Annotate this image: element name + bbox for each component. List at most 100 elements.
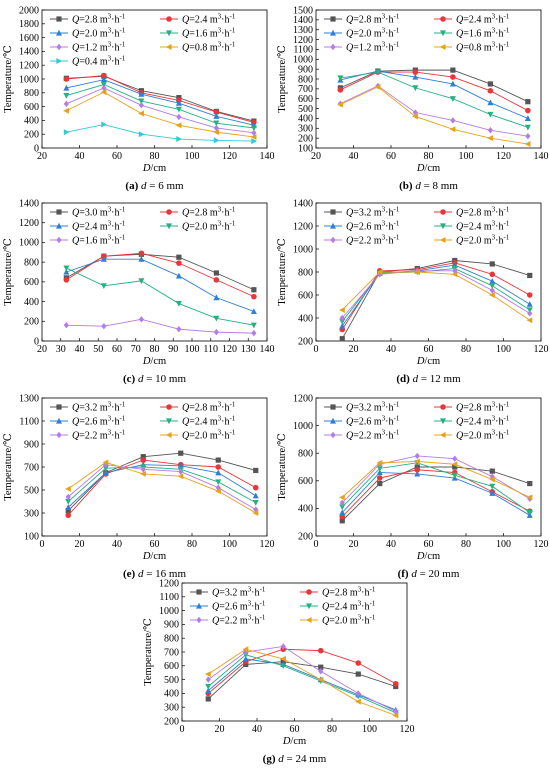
data-point	[250, 308, 257, 315]
data-point	[175, 272, 182, 279]
data-point	[317, 676, 324, 683]
data-point	[101, 84, 107, 92]
x-tick-label: 100	[185, 151, 200, 162]
data-point	[215, 464, 222, 470]
series-line	[66, 124, 254, 142]
x-tick-label: 20	[311, 151, 321, 162]
y-axis-label: Temperature/℃	[277, 45, 288, 113]
data-point	[213, 113, 220, 119]
legend-marker	[439, 237, 446, 243]
data-point	[213, 294, 220, 301]
data-point	[63, 92, 70, 99]
x-tick-label: 120	[222, 151, 237, 162]
data-point	[65, 504, 72, 510]
y-tick-label: 500	[298, 104, 313, 115]
y-tick-label: 600	[24, 277, 39, 288]
y-tick-label: 200	[298, 531, 313, 542]
data-point	[339, 499, 345, 507]
legend-marker	[166, 418, 172, 425]
x-tick-label: 80	[150, 151, 160, 162]
y-tick-label: 1000	[293, 421, 313, 432]
series-line	[340, 86, 528, 145]
legend-marker	[56, 236, 62, 244]
x-tick-label: 120	[496, 151, 511, 162]
x-tick-label: 20	[349, 344, 359, 355]
x-tick-label: 40	[349, 151, 359, 162]
data-point	[280, 655, 286, 662]
x-tick-label: 120	[260, 539, 275, 550]
data-point	[412, 73, 419, 80]
data-point	[140, 454, 146, 460]
x-tick-label: 80	[150, 344, 160, 355]
x-axis-label: D/cm	[142, 551, 166, 562]
data-point	[213, 120, 220, 127]
data-point	[242, 646, 249, 653]
data-point	[527, 310, 533, 317]
series-line	[341, 469, 530, 517]
data-point	[252, 500, 259, 506]
data-point	[213, 124, 219, 132]
y-tick-label: 1200	[19, 61, 39, 72]
data-point	[63, 76, 70, 82]
x-tick-label: 60	[424, 539, 434, 550]
x-tick-label: 100	[362, 724, 377, 735]
x-tick-label: 80	[327, 724, 337, 735]
data-point	[487, 127, 493, 134]
series-line	[66, 252, 255, 298]
legend-marker	[330, 404, 336, 410]
x-tick-label: 40	[386, 539, 396, 550]
y-tick-label: 1300	[19, 393, 39, 404]
y-tick-label: 500	[164, 675, 179, 686]
data-point	[452, 455, 458, 462]
legend-marker	[330, 29, 336, 36]
series-line	[67, 464, 256, 508]
data-point	[213, 137, 220, 144]
series-line	[66, 318, 254, 334]
panel-caption: (b) d = 8 mm	[399, 180, 458, 192]
data-point	[412, 113, 418, 120]
y-tick-label: 1300	[293, 25, 313, 36]
data-point	[414, 470, 421, 477]
series-line	[341, 268, 530, 322]
data-point	[414, 452, 420, 460]
legend-label: Q=2.2 m3·h-1	[72, 429, 126, 442]
legend-label: Q=2.8 m3·h-1	[182, 206, 236, 219]
legend-label: Q=2.4 m3·h-1	[456, 220, 510, 233]
y-tick-label: 200	[298, 336, 313, 347]
legend-label: Q=3.2 m3·h-1	[346, 401, 400, 414]
y-tick-label: 1000	[293, 55, 313, 66]
legend-label: Q=2.4 m3·h-1	[72, 220, 126, 233]
data-point	[176, 136, 183, 143]
y-tick-label: 300	[24, 508, 39, 519]
data-point	[63, 129, 70, 136]
y-tick-label: 1200	[293, 35, 313, 46]
x-tick-label: 120	[222, 344, 237, 355]
y-axis-label: Temperature/℃	[3, 238, 14, 306]
legend-label: Q=2.8 m3·h-1	[346, 13, 400, 26]
data-point	[65, 498, 72, 505]
y-tick-label: 1400	[293, 15, 313, 26]
data-point	[450, 74, 456, 80]
data-point	[339, 509, 346, 516]
y-tick-label: 500	[24, 485, 39, 496]
legend-marker	[440, 223, 446, 230]
data-point	[251, 287, 257, 293]
legend-label: Q=2.0 m3·h-1	[456, 234, 510, 247]
y-tick-label: 1100	[293, 45, 313, 56]
x-axis-label: D/cm	[416, 551, 440, 562]
x-tick-label: 20	[349, 539, 359, 550]
series-line	[66, 267, 254, 326]
chart-panel: 20 40 60 80 100 120 14002004006008001000120014…	[3, 5, 275, 192]
legend-marker	[306, 603, 312, 610]
data-point	[205, 671, 211, 678]
y-tick-label: 1200	[159, 578, 179, 589]
y-tick-label: 1200	[19, 218, 39, 229]
data-point	[524, 115, 531, 122]
legend-label: Q=3.0 m3·h-1	[72, 206, 126, 219]
series-line	[340, 70, 529, 119]
y-tick-label: 1400	[293, 198, 313, 209]
y-tick-label: 1500	[293, 5, 313, 16]
data-point	[487, 99, 494, 106]
x-tick-label: 130	[241, 344, 256, 355]
